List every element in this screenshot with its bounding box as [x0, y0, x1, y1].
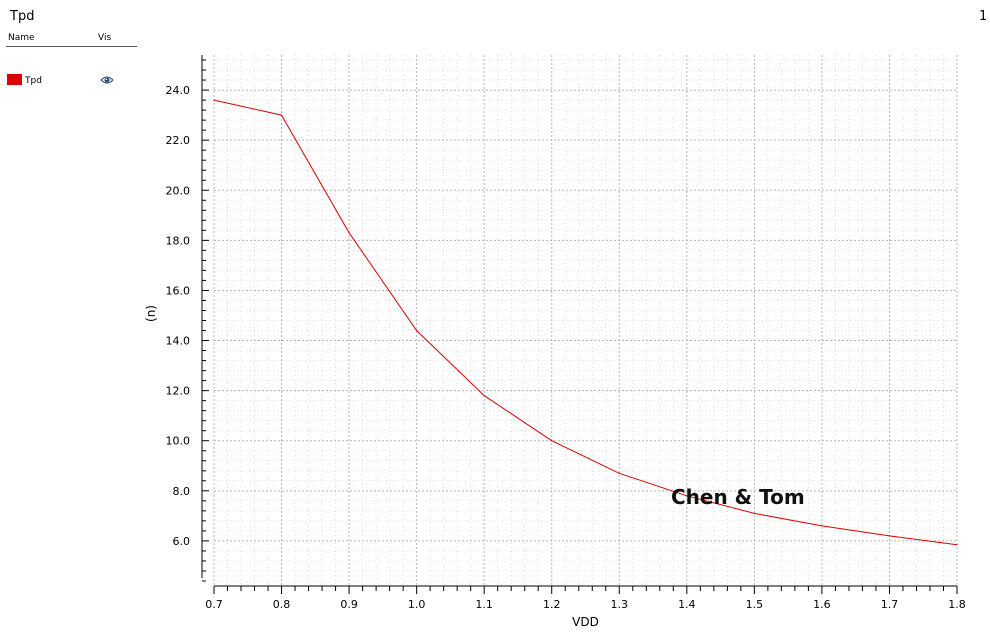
- y-tick-label: 20.0: [166, 184, 191, 197]
- x-tick-label: 1.5: [746, 598, 764, 611]
- y-axis-label: (n): [144, 305, 158, 322]
- x-tick-label: 1.0: [408, 598, 426, 611]
- data-point: [888, 535, 891, 537]
- y-tick-label: 22.0: [166, 134, 191, 147]
- legend-item-tpd[interactable]: Tpd: [6, 73, 137, 87]
- chart-title: Tpd: [10, 9, 35, 24]
- series-layer: [213, 99, 958, 546]
- y-tick-label: 16.0: [166, 284, 191, 297]
- data-point: [686, 495, 688, 497]
- y-tick-label: 12.0: [166, 385, 191, 398]
- x-tick-label: 1.2: [543, 598, 561, 611]
- watermark-text: Chen & Tom: [671, 485, 805, 509]
- page-number: 1: [979, 9, 988, 24]
- grid-lines: [213, 55, 958, 586]
- data-point: [618, 472, 620, 474]
- y-tick-label: 18.0: [166, 234, 191, 247]
- data-point: [551, 440, 553, 442]
- x-tick-label: 1.1: [475, 598, 493, 611]
- x-tick-label: 1.6: [813, 598, 831, 611]
- x-tick-label: 0.9: [340, 598, 358, 611]
- data-point: [213, 99, 215, 101]
- x-tick-label: 1.8: [948, 598, 966, 611]
- data-point: [416, 329, 418, 332]
- x-tick-label: 1.7: [881, 598, 899, 611]
- y-tick-label: 14.0: [166, 335, 191, 348]
- legend-column-vis: Vis: [98, 33, 112, 43]
- eye-icon[interactable]: [100, 75, 114, 85]
- legend-header: Name Vis: [6, 33, 137, 47]
- y-tick-label: 24.0: [166, 84, 191, 97]
- data-point: [753, 512, 755, 514]
- x-axis-label: VDD: [572, 615, 599, 629]
- data-point: [821, 525, 823, 527]
- data-point: [956, 544, 958, 546]
- series-line-tpd: [213, 99, 958, 546]
- x-tick-label: 0.7: [205, 598, 223, 611]
- x-tick-label: 1.4: [678, 598, 696, 611]
- legend-column-name: Name: [8, 33, 35, 43]
- y-tick-label: 8.0: [173, 485, 191, 498]
- data-point: [280, 114, 283, 116]
- legend-swatch: [7, 74, 22, 85]
- axes: [201, 55, 957, 587]
- y-tick-label: 6.0: [173, 535, 191, 548]
- x-tick-label: 0.8: [273, 598, 291, 611]
- data-point: [483, 395, 485, 397]
- y-tick-label: 10.0: [166, 435, 191, 448]
- legend-label: Tpd: [25, 76, 42, 86]
- x-tick-label: 1.3: [611, 598, 629, 611]
- ticks: 0.7 0.8 0.9 1.0 1.1 1.2 1.3 1.4 1.5 1.6 1.7 1.8 6.0 8…: [166, 59, 966, 611]
- data-point: [348, 232, 350, 234]
